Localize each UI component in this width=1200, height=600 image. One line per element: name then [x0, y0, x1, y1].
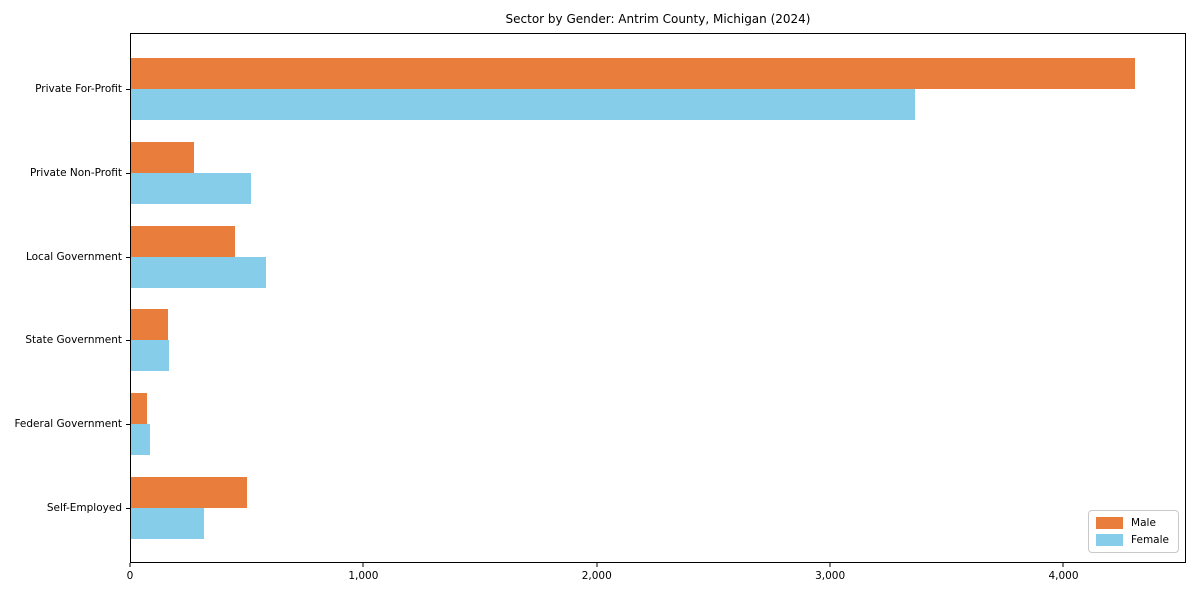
bar-group: Private Non-Profit — [30, 131, 1185, 215]
x-axis: 0 1,000 2,000 3,000 4,000 — [126, 563, 1186, 595]
y-tick-label: Federal Government — [14, 418, 122, 431]
bar-pair — [131, 309, 1185, 372]
x-axis-tick — [1062, 563, 1064, 567]
x-axis-tick — [829, 563, 831, 567]
bar-group: Private For-Profit — [35, 47, 1185, 131]
bar-female — [131, 340, 169, 372]
y-axis-tick — [126, 340, 130, 342]
bar-groups: Private For-Profit Private Non-Profit Loca… — [14, 34, 1185, 562]
plot-area: Private For-Profit Private Non-Profit Loca… — [14, 33, 1186, 563]
bar-pair — [131, 141, 1185, 204]
bar-pair — [131, 225, 1185, 288]
y-axis-tick — [126, 508, 130, 510]
legend-item-male: Male — [1096, 517, 1169, 529]
legend-label-male: Male — [1131, 517, 1156, 529]
x-tick-label: 3,000 — [815, 570, 846, 582]
y-tick-label: Self-Employed — [46, 502, 122, 515]
bar-male — [131, 225, 235, 257]
y-axis-tick — [126, 424, 130, 426]
bar-male — [131, 57, 1135, 89]
bar-male — [131, 477, 248, 509]
x-axis-tick — [596, 563, 598, 567]
y-tick-label: State Government — [25, 334, 122, 347]
x-axis-tick — [362, 563, 364, 567]
bar-female — [131, 508, 205, 540]
x-tick-label: 0 — [126, 570, 134, 582]
bar-group: State Government — [25, 298, 1185, 382]
y-tick-label: Private For-Profit — [35, 82, 122, 95]
bar-female — [131, 424, 151, 456]
y-tick-label: Local Government — [25, 250, 122, 263]
y-axis-tick — [126, 256, 130, 258]
y-tick-label: Private Non-Profit — [29, 166, 122, 179]
bar-group: Local Government — [26, 215, 1185, 299]
legend-item-female: Female — [1096, 534, 1169, 546]
bar-group: Self-Employed — [47, 466, 1185, 550]
bar-female — [131, 88, 915, 120]
bar-male — [131, 309, 169, 341]
y-axis-tick — [126, 172, 130, 174]
male-swatch — [1096, 517, 1124, 529]
legend-label-female: Female — [1131, 534, 1169, 546]
bar-pair — [131, 57, 1185, 120]
x-axis-tick — [129, 563, 131, 567]
bar-pair — [131, 393, 1185, 456]
female-swatch — [1096, 534, 1124, 546]
chart-title: Sector by Gender: Antrim County, Michiga… — [505, 12, 811, 26]
bar-female — [131, 256, 267, 288]
y-axis-tick — [126, 88, 130, 90]
bar-male — [131, 141, 194, 173]
legend: Male Female — [1088, 510, 1179, 553]
x-tick-label: 4,000 — [1048, 570, 1079, 582]
bar-female — [131, 172, 251, 204]
x-tick-label: 1,000 — [348, 570, 379, 582]
bar-pair — [131, 477, 1185, 540]
bar-male — [131, 393, 148, 425]
x-tick-label: 2,000 — [581, 570, 612, 582]
bar-group: Federal Government — [14, 382, 1185, 466]
